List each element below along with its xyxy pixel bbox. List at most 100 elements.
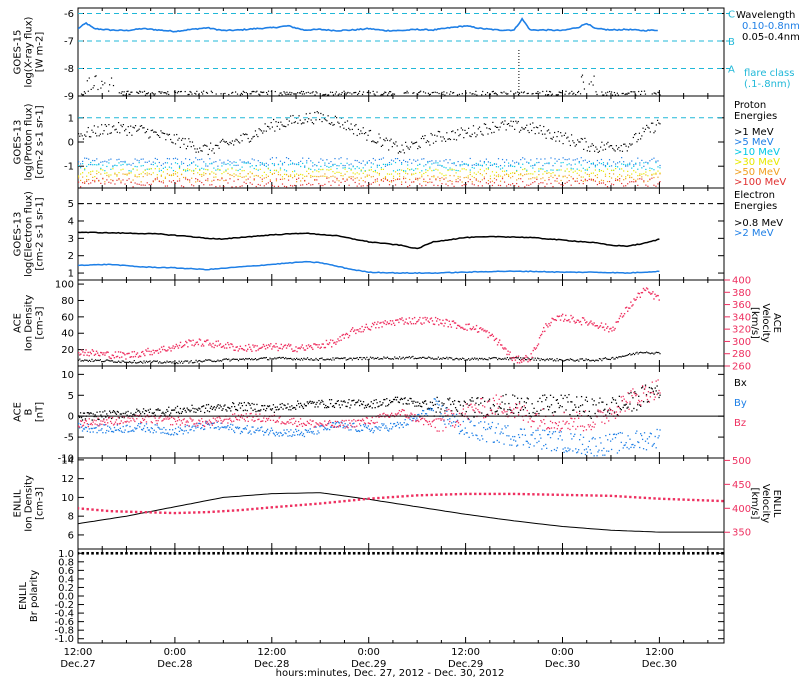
point (134, 165, 136, 168)
point (374, 179, 376, 181)
point (82, 360, 85, 362)
point (560, 169, 562, 171)
point (474, 93, 476, 95)
point (182, 433, 184, 435)
point (213, 179, 215, 181)
point (135, 428, 137, 430)
point (164, 414, 166, 416)
point (296, 404, 298, 407)
point (518, 185, 520, 188)
point (636, 141, 638, 143)
point (239, 168, 241, 170)
point (465, 432, 467, 434)
point (574, 433, 576, 435)
point (445, 177, 447, 179)
point (435, 160, 437, 162)
point (310, 119, 312, 121)
point (420, 357, 422, 359)
point (305, 405, 308, 407)
point (255, 350, 257, 352)
point (106, 429, 108, 432)
point (123, 431, 125, 434)
point (173, 91, 176, 93)
point (285, 186, 288, 188)
point (105, 125, 108, 127)
point (482, 90, 484, 93)
point (138, 173, 140, 176)
point (205, 91, 208, 94)
point (394, 396, 397, 399)
point (174, 162, 177, 164)
point (383, 92, 385, 95)
point (203, 360, 206, 362)
y-tick-label: 5 (68, 199, 74, 210)
point (536, 410, 538, 413)
point (132, 162, 134, 165)
point (574, 360, 576, 362)
point (255, 410, 257, 413)
point (296, 357, 298, 359)
point (487, 161, 490, 163)
point (456, 410, 459, 412)
point (194, 408, 196, 410)
point (279, 347, 281, 350)
point (407, 357, 409, 359)
point (616, 452, 619, 454)
point (398, 173, 401, 175)
point (199, 147, 201, 149)
point (417, 168, 419, 170)
point (326, 169, 328, 171)
point (449, 169, 451, 171)
point (233, 180, 235, 182)
point (291, 177, 294, 179)
point (281, 94, 283, 96)
point (536, 162, 538, 164)
point (535, 429, 537, 432)
point (180, 161, 183, 163)
point (640, 434, 643, 437)
point (460, 430, 463, 432)
point (405, 92, 407, 94)
point (290, 93, 292, 96)
point (200, 360, 202, 363)
point (481, 174, 483, 176)
point (324, 94, 326, 96)
point (595, 445, 597, 447)
point (140, 165, 142, 167)
point (509, 408, 511, 411)
point (158, 91, 160, 93)
point (96, 359, 98, 362)
point (496, 410, 498, 412)
point (148, 360, 150, 363)
point (434, 398, 436, 400)
point (491, 132, 493, 134)
point (374, 406, 376, 409)
point (348, 334, 351, 337)
point (411, 356, 413, 358)
point (226, 358, 229, 361)
point (392, 322, 395, 324)
point (234, 349, 236, 352)
point (149, 136, 151, 138)
point (403, 170, 405, 172)
point (492, 357, 494, 359)
point (477, 359, 479, 361)
point (546, 162, 548, 164)
point (315, 344, 317, 346)
point (417, 147, 419, 150)
point (188, 138, 190, 140)
point (260, 347, 263, 349)
point (588, 174, 590, 176)
point (475, 90, 477, 92)
point (647, 162, 649, 164)
point (354, 91, 356, 94)
point (447, 419, 449, 421)
point (386, 321, 389, 323)
point (413, 169, 415, 172)
point (521, 126, 523, 129)
point (294, 406, 296, 409)
point (430, 317, 433, 319)
point (80, 179, 82, 182)
point (501, 176, 504, 178)
point (650, 433, 652, 435)
